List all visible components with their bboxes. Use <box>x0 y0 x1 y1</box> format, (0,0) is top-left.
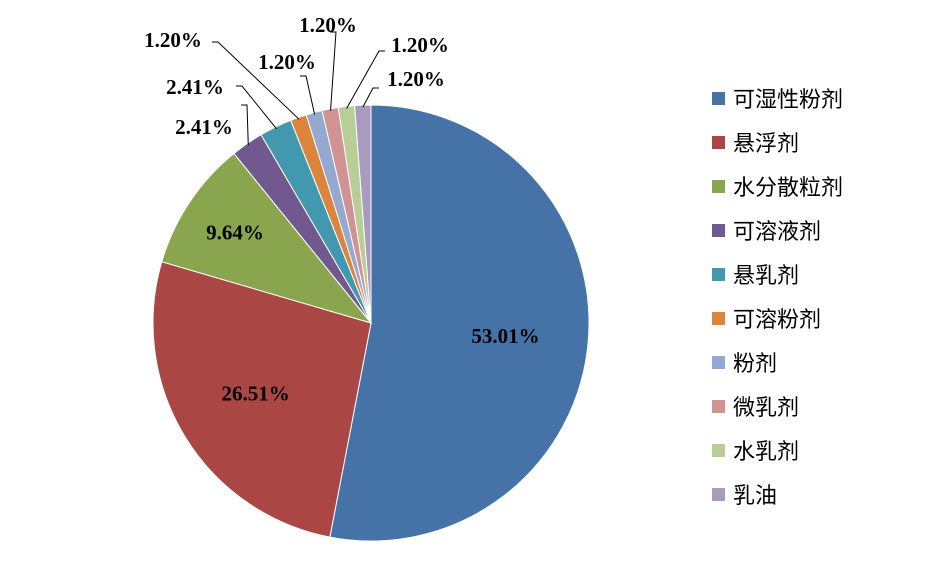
leader-line <box>346 50 385 109</box>
legend-swatch <box>712 355 725 369</box>
legend-label: 水乳剂 <box>733 440 800 465</box>
legend-item: 微乳剂 <box>712 384 922 428</box>
legend-item: 粉剂 <box>712 340 922 384</box>
legend-item: 悬乳剂 <box>712 252 922 296</box>
data-label: 1.20% <box>299 13 357 37</box>
legend-swatch <box>712 443 725 457</box>
legend-label: 乳油 <box>733 484 778 509</box>
legend-item: 可溶粉剂 <box>712 296 922 340</box>
data-label: 2.41% <box>175 115 233 139</box>
pie-slices <box>152 104 590 542</box>
legend-swatch <box>712 223 725 237</box>
pie-slice <box>354 104 372 324</box>
legend-swatch <box>712 487 725 501</box>
data-label: 26.51% <box>222 381 290 405</box>
legend-swatch <box>712 311 725 325</box>
legend-item: 可溶液剂 <box>712 208 922 252</box>
legend-item: 水乳剂 <box>712 428 922 472</box>
legend-item: 可湿性粉剂 <box>712 76 922 120</box>
legend-swatch <box>712 399 725 413</box>
pie-slice <box>152 261 372 538</box>
legend-label: 可湿性粉剂 <box>733 88 844 113</box>
data-label: 9.64% <box>206 220 264 244</box>
data-labels: 53.01% 26.51% 9.64% 2.41% 2.41% 1.20% 1.20% 1.2… <box>144 13 540 405</box>
legend-label: 悬浮剂 <box>733 132 800 157</box>
pie-slice <box>161 152 373 324</box>
data-label: 1.20% <box>258 50 316 74</box>
legend: 可湿性粉剂悬浮剂水分散粒剂可溶液剂悬乳剂可溶粉剂粉剂微乳剂水乳剂乳油 <box>712 76 922 516</box>
pie-slice <box>329 104 590 542</box>
leader-line <box>212 41 300 120</box>
leader-line <box>330 31 337 111</box>
legend-label: 水分散粒剂 <box>733 176 844 201</box>
data-label: 1.20% <box>144 28 202 52</box>
legend-swatch <box>712 91 725 105</box>
leader-line <box>236 85 277 130</box>
data-label: 53.01% <box>471 324 539 348</box>
leader-line <box>241 104 249 146</box>
legend-swatch <box>712 135 725 149</box>
legend-swatch <box>712 179 725 193</box>
data-label: 1.20% <box>387 67 445 91</box>
legend-item: 乳油 <box>712 472 922 516</box>
legend-label: 可溶粉剂 <box>733 308 822 333</box>
legend-label: 可溶液剂 <box>733 220 822 245</box>
leader-line <box>300 75 316 115</box>
leader-line <box>362 87 379 108</box>
data-label: 1.20% <box>391 33 449 57</box>
data-label: 2.41% <box>166 75 224 99</box>
legend-label: 微乳剂 <box>733 396 800 421</box>
legend-label: 悬乳剂 <box>733 264 800 289</box>
leader-lines <box>212 31 385 146</box>
legend-label: 粉剂 <box>733 352 778 377</box>
legend-swatch <box>712 267 725 281</box>
legend-item: 水分散粒剂 <box>712 164 922 208</box>
legend-item: 悬浮剂 <box>712 120 922 164</box>
